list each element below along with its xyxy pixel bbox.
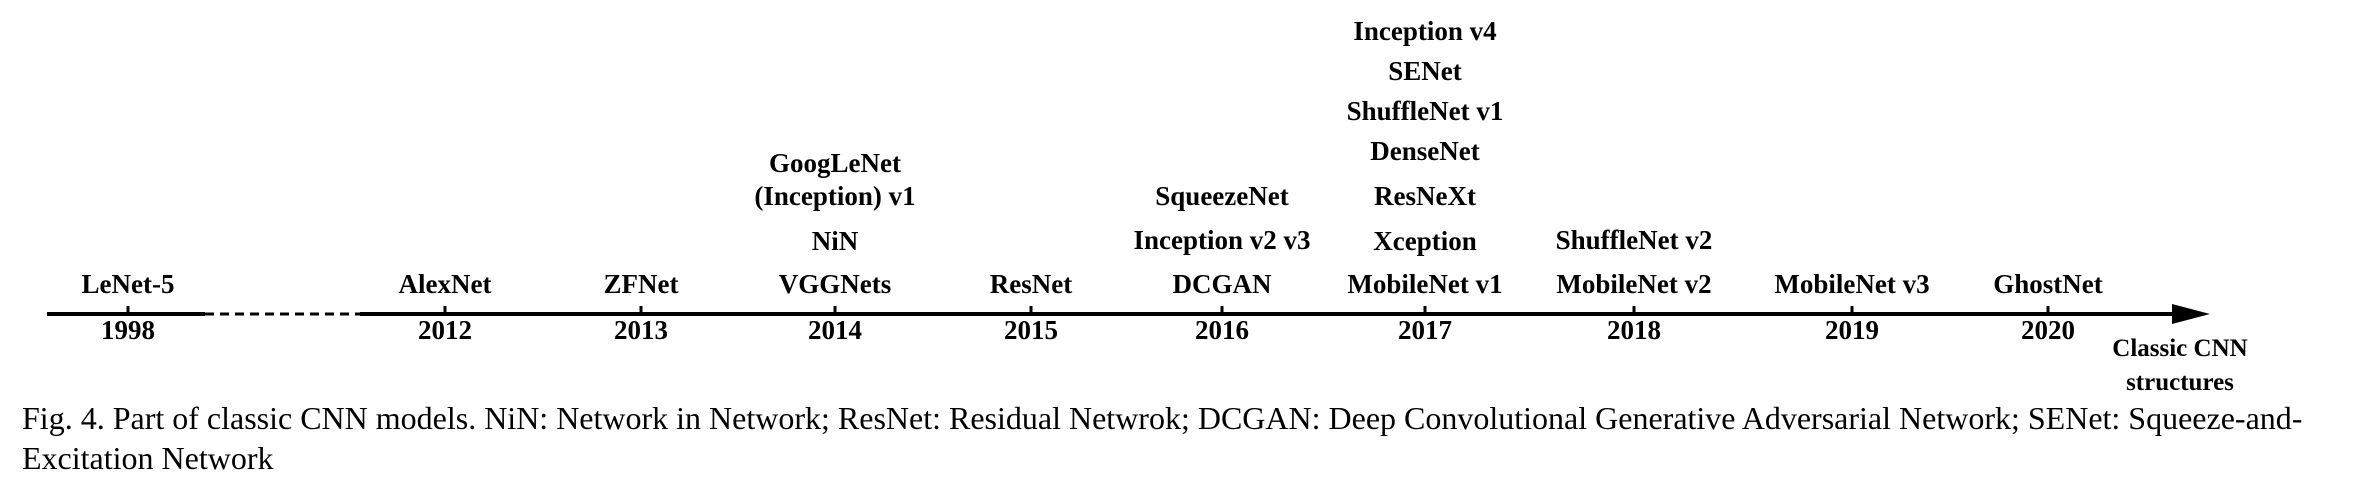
axis-label-line-2: structures (2126, 369, 2234, 396)
model-label: AlexNet (399, 269, 492, 299)
model-label: MobileNet v1 (1347, 269, 1502, 299)
model-label: GhostNet (1993, 269, 2103, 299)
year-label-2012: 2012 (418, 315, 472, 345)
axis-arrowhead (2172, 304, 2210, 324)
model-label: SENet (1388, 56, 1462, 86)
timeline-entries: 1998 LeNet-5 2012 AlexNet 2013 ZFNet 2014 GoogL… (82, 16, 2103, 345)
model-label: DenseNet (1370, 136, 1479, 166)
year-label-2020: 2020 (2021, 315, 2075, 345)
model-label: Inception v4 (1353, 16, 1496, 46)
model-label: ResNeXt (1374, 181, 1476, 211)
model-label: ZFNet (604, 269, 679, 299)
model-label: NiN (812, 226, 859, 256)
model-label: ShuffleNet v1 (1347, 96, 1504, 126)
model-label: GoogLeNet (769, 148, 901, 178)
year-label-1998: 1998 (101, 315, 155, 345)
model-label: MobileNet v2 (1556, 269, 1711, 299)
model-label: (Inception) v1 (754, 181, 915, 211)
model-label: Inception v2 v3 (1133, 225, 1310, 255)
model-label: Xception (1373, 226, 1477, 256)
year-label-2017: 2017 (1398, 315, 1452, 345)
year-label-2014: 2014 (808, 315, 862, 345)
model-label: ResNet (990, 269, 1072, 299)
timeline-axis (47, 304, 2210, 324)
model-label: SqueezeNet (1155, 181, 1288, 211)
axis-label-line-1: Classic CNN (2112, 335, 2247, 362)
year-label-2013: 2013 (614, 315, 668, 345)
model-label: VGGNets (779, 269, 891, 299)
model-label: LeNet-5 (82, 269, 175, 299)
figure-caption: Fig. 4. Part of classic CNN models. NiN:… (22, 400, 2303, 476)
year-label-2018: 2018 (1607, 315, 1661, 345)
model-label: ShuffleNet v2 (1556, 225, 1713, 255)
year-label-2015: 2015 (1004, 315, 1058, 345)
model-label: MobileNet v3 (1774, 269, 1929, 299)
year-label-2016: 2016 (1195, 315, 1249, 345)
year-label-2019: 2019 (1825, 315, 1879, 345)
model-label: DCGAN (1173, 269, 1272, 299)
